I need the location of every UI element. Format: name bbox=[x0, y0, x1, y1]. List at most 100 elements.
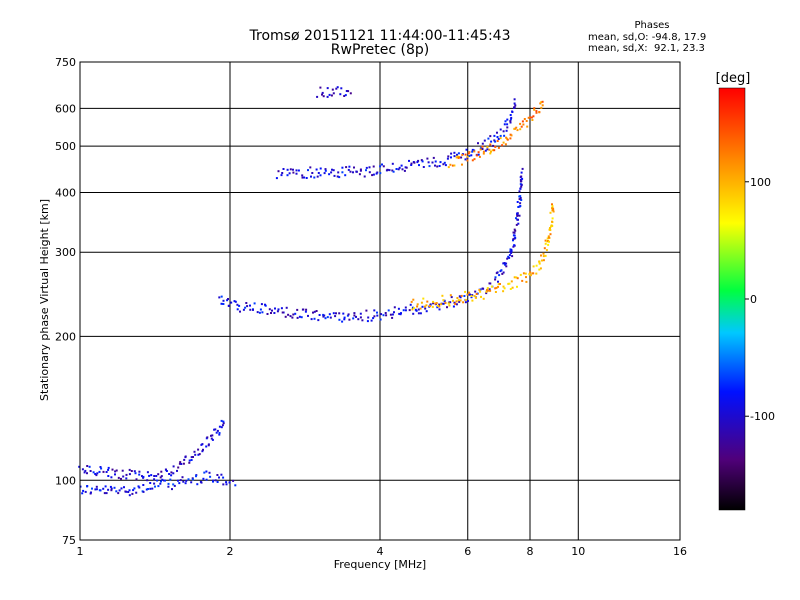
echo-point bbox=[329, 316, 332, 319]
echo-point bbox=[499, 134, 502, 137]
echo-point bbox=[466, 300, 469, 302]
echo-point bbox=[468, 155, 471, 157]
echo-point bbox=[509, 118, 512, 121]
x-tick-label: 1 bbox=[77, 545, 84, 558]
echo-point bbox=[236, 308, 239, 311]
echo-point bbox=[540, 101, 543, 104]
echo-point bbox=[516, 212, 519, 215]
echo-point bbox=[256, 311, 259, 314]
echo-point bbox=[372, 173, 375, 176]
echo-point bbox=[313, 317, 316, 320]
echo-point bbox=[326, 87, 329, 90]
echo-point bbox=[343, 95, 346, 97]
echo-point bbox=[349, 92, 352, 95]
echo-point bbox=[450, 156, 452, 159]
echo-point bbox=[153, 482, 156, 485]
echo-point bbox=[211, 438, 214, 441]
echo-point bbox=[489, 135, 492, 138]
echo-point bbox=[200, 481, 203, 484]
echo-point bbox=[309, 166, 312, 169]
echo-point bbox=[114, 473, 116, 476]
echo-point bbox=[142, 484, 145, 486]
echo-point bbox=[322, 313, 325, 316]
echo-point bbox=[506, 257, 509, 260]
echo-point bbox=[533, 107, 536, 110]
echo-point bbox=[513, 98, 516, 101]
echo-point bbox=[197, 448, 200, 451]
echo-point bbox=[365, 309, 368, 312]
chart-subtitle: RwPretec (8p) bbox=[330, 42, 430, 58]
echo-point bbox=[234, 300, 237, 303]
echo-point bbox=[90, 491, 92, 494]
echo-point bbox=[496, 131, 498, 134]
echo-point bbox=[258, 311, 261, 314]
echo-point bbox=[328, 313, 331, 316]
x-tick-label: 6 bbox=[464, 545, 471, 558]
echo-point bbox=[341, 166, 344, 169]
echo-point bbox=[496, 271, 499, 274]
echo-point bbox=[96, 472, 99, 475]
echo-point bbox=[160, 475, 163, 478]
echo-point bbox=[471, 148, 474, 151]
echo-point bbox=[338, 318, 341, 321]
echo-point bbox=[532, 265, 535, 268]
echo-point bbox=[318, 314, 321, 316]
echo-point bbox=[125, 477, 128, 480]
echo-point bbox=[437, 304, 439, 307]
echo-point bbox=[128, 468, 131, 471]
echo-point bbox=[428, 165, 431, 168]
echo-point bbox=[165, 470, 168, 472]
echo-point bbox=[128, 473, 131, 476]
echo-point bbox=[176, 469, 178, 472]
echo-point bbox=[274, 307, 276, 310]
echo-point bbox=[149, 487, 152, 490]
echo-point bbox=[509, 250, 512, 253]
echo-point bbox=[348, 165, 351, 168]
echo-point bbox=[489, 282, 492, 285]
echo-point bbox=[346, 314, 349, 317]
echo-point bbox=[82, 489, 85, 492]
echo-point bbox=[342, 312, 345, 315]
echo-point bbox=[496, 140, 499, 142]
y-tick-label: 600 bbox=[55, 102, 76, 115]
echo-point bbox=[137, 485, 140, 488]
echo-point bbox=[239, 310, 241, 313]
echo-point bbox=[160, 480, 162, 483]
echo-point bbox=[486, 288, 488, 291]
echo-point bbox=[520, 185, 523, 188]
echo-point bbox=[497, 280, 499, 283]
echo-point bbox=[468, 291, 471, 294]
colorbar-tick-label: 100 bbox=[750, 176, 771, 189]
echo-point bbox=[551, 203, 553, 206]
echo-point bbox=[518, 190, 521, 193]
echo-point bbox=[413, 161, 416, 164]
echo-point bbox=[336, 86, 339, 89]
echo-point bbox=[481, 287, 484, 290]
echo-point bbox=[538, 262, 541, 265]
echo-point bbox=[246, 305, 249, 308]
echo-point bbox=[408, 309, 411, 312]
echo-point bbox=[337, 171, 340, 174]
echo-point bbox=[417, 308, 420, 311]
echo-point bbox=[473, 150, 476, 153]
echo-point bbox=[107, 466, 110, 469]
echo-point bbox=[504, 120, 507, 123]
echo-point bbox=[519, 273, 522, 276]
echo-point bbox=[371, 174, 374, 177]
echo-point bbox=[457, 299, 460, 302]
echo-point bbox=[317, 172, 320, 174]
echo-point bbox=[547, 235, 550, 238]
echo-point bbox=[131, 492, 134, 495]
echo-point bbox=[264, 304, 267, 307]
echo-point bbox=[544, 254, 547, 257]
echo-point bbox=[355, 170, 358, 173]
echo-point bbox=[493, 139, 496, 142]
echo-point bbox=[550, 224, 553, 227]
echo-point bbox=[491, 149, 494, 152]
echo-point bbox=[203, 471, 206, 474]
echo-point bbox=[164, 468, 167, 471]
echo-point bbox=[520, 125, 523, 128]
echo-point bbox=[249, 304, 251, 307]
echo-point bbox=[214, 479, 217, 482]
echo-point bbox=[294, 312, 297, 315]
